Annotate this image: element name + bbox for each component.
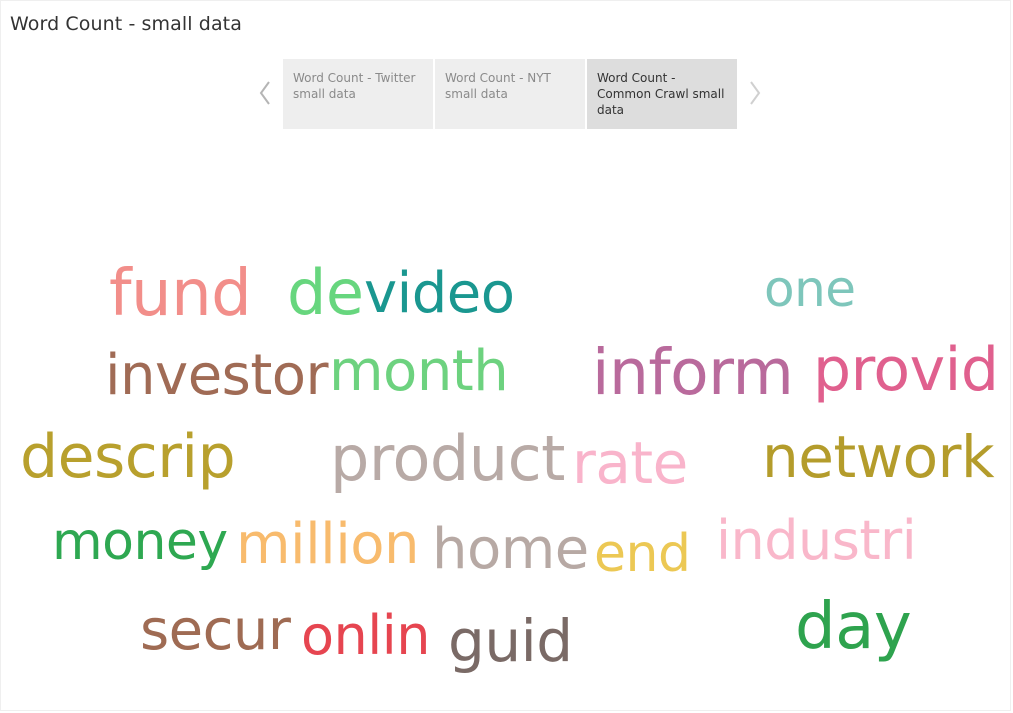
- tab-word-count-nyt[interactable]: Word Count - NYT small data: [435, 59, 585, 129]
- chevron-left-icon[interactable]: [256, 78, 276, 108]
- tab-word-count-twitter[interactable]: Word Count - Twitter small data: [283, 59, 433, 129]
- tab-word-count-common-crawl[interactable]: Word Count - Common Crawl small data: [587, 59, 737, 129]
- page-title: Word Count - small data: [10, 13, 242, 35]
- chevron-right-icon[interactable]: [744, 78, 764, 108]
